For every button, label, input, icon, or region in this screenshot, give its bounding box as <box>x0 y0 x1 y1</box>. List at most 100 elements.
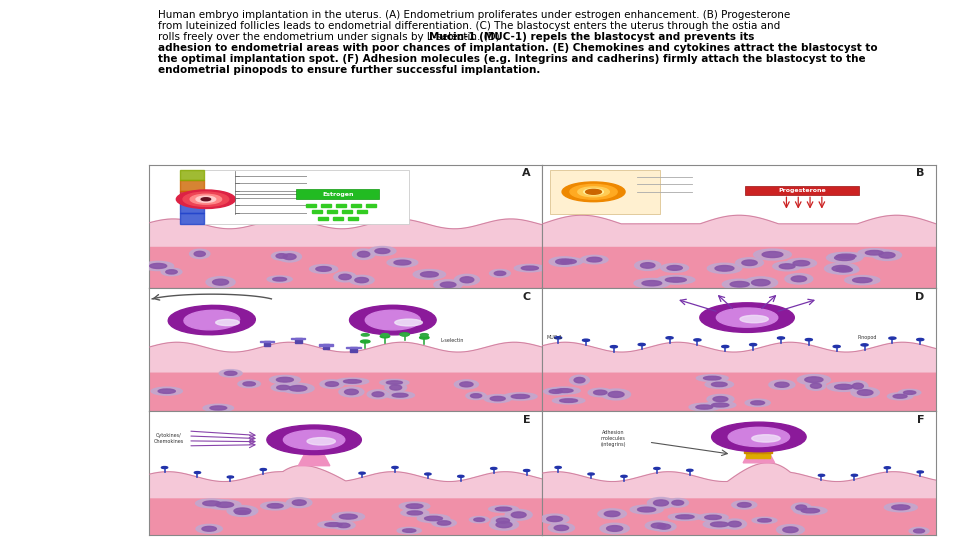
Ellipse shape <box>196 499 228 508</box>
Ellipse shape <box>715 266 733 271</box>
Circle shape <box>400 334 409 336</box>
Ellipse shape <box>355 278 369 283</box>
Circle shape <box>380 335 390 338</box>
Ellipse shape <box>804 377 823 382</box>
Polygon shape <box>180 191 204 202</box>
Ellipse shape <box>543 388 567 395</box>
Circle shape <box>420 336 429 339</box>
Ellipse shape <box>548 387 580 394</box>
Polygon shape <box>542 498 936 535</box>
Ellipse shape <box>357 251 370 257</box>
Text: Human embryo implantation in the uterus. (A) Endometrium proliferates under estr: Human embryo implantation in the uterus.… <box>158 10 790 20</box>
Circle shape <box>750 343 756 346</box>
Ellipse shape <box>708 263 742 273</box>
Circle shape <box>884 467 891 469</box>
Ellipse shape <box>710 522 729 526</box>
Ellipse shape <box>587 257 602 262</box>
Ellipse shape <box>316 267 331 271</box>
Circle shape <box>584 189 604 195</box>
Circle shape <box>917 339 924 341</box>
Bar <box>327 210 337 213</box>
Ellipse shape <box>785 274 813 284</box>
Circle shape <box>359 472 365 474</box>
Ellipse shape <box>460 277 474 283</box>
Ellipse shape <box>219 369 242 377</box>
Polygon shape <box>542 246 936 288</box>
Ellipse shape <box>324 523 342 526</box>
Bar <box>351 204 361 207</box>
Circle shape <box>177 190 235 208</box>
Ellipse shape <box>744 277 778 288</box>
Ellipse shape <box>711 382 727 387</box>
Ellipse shape <box>667 498 688 507</box>
Ellipse shape <box>652 522 676 531</box>
Ellipse shape <box>729 521 741 527</box>
Ellipse shape <box>420 272 439 277</box>
Polygon shape <box>542 372 936 411</box>
Ellipse shape <box>386 392 415 399</box>
Ellipse shape <box>884 503 918 512</box>
Ellipse shape <box>658 524 671 529</box>
Ellipse shape <box>548 523 574 532</box>
Ellipse shape <box>397 528 421 534</box>
Polygon shape <box>542 215 936 246</box>
Ellipse shape <box>292 500 306 505</box>
Polygon shape <box>180 180 204 191</box>
Ellipse shape <box>740 315 768 323</box>
Bar <box>336 204 346 207</box>
Ellipse shape <box>283 430 345 449</box>
Circle shape <box>570 185 617 199</box>
Ellipse shape <box>309 265 338 273</box>
Circle shape <box>818 474 825 476</box>
Ellipse shape <box>745 399 770 407</box>
Ellipse shape <box>731 281 749 287</box>
Ellipse shape <box>737 503 751 507</box>
Circle shape <box>491 468 497 469</box>
Ellipse shape <box>238 380 260 388</box>
Ellipse shape <box>593 390 607 395</box>
Ellipse shape <box>340 514 357 519</box>
Bar <box>542 165 936 236</box>
Polygon shape <box>542 463 936 498</box>
Ellipse shape <box>491 396 505 401</box>
Text: MUC-1: MUC-1 <box>546 335 563 340</box>
Ellipse shape <box>696 405 712 409</box>
Ellipse shape <box>752 435 780 442</box>
Ellipse shape <box>401 509 429 517</box>
Ellipse shape <box>780 264 795 269</box>
Ellipse shape <box>267 276 292 282</box>
Ellipse shape <box>276 377 294 382</box>
Ellipse shape <box>851 387 879 397</box>
Ellipse shape <box>704 376 721 380</box>
Circle shape <box>833 346 840 348</box>
Ellipse shape <box>705 515 721 519</box>
Ellipse shape <box>166 270 178 274</box>
Ellipse shape <box>711 422 806 452</box>
Ellipse shape <box>318 521 349 528</box>
Ellipse shape <box>735 258 763 268</box>
Text: Pinopod: Pinopod <box>857 335 876 340</box>
Ellipse shape <box>276 386 290 390</box>
Ellipse shape <box>556 259 572 264</box>
Text: F: F <box>917 415 924 425</box>
Circle shape <box>586 190 601 194</box>
Ellipse shape <box>496 522 512 528</box>
Ellipse shape <box>713 396 728 402</box>
Ellipse shape <box>752 517 777 523</box>
Ellipse shape <box>827 253 862 263</box>
Text: D: D <box>915 292 924 302</box>
Ellipse shape <box>196 524 223 533</box>
Ellipse shape <box>235 511 250 515</box>
Circle shape <box>260 469 267 470</box>
Bar <box>296 338 301 343</box>
Ellipse shape <box>711 403 729 407</box>
Ellipse shape <box>491 516 515 525</box>
Ellipse shape <box>168 305 255 335</box>
Circle shape <box>424 473 431 475</box>
Polygon shape <box>180 170 204 180</box>
Ellipse shape <box>504 393 537 400</box>
Ellipse shape <box>216 320 239 326</box>
Ellipse shape <box>283 254 296 260</box>
Text: the optimal implantation spot. (F) Adhesion molecules (e.g. Integrins and cadher: the optimal implantation spot. (F) Adhes… <box>158 54 866 64</box>
Ellipse shape <box>651 523 666 528</box>
